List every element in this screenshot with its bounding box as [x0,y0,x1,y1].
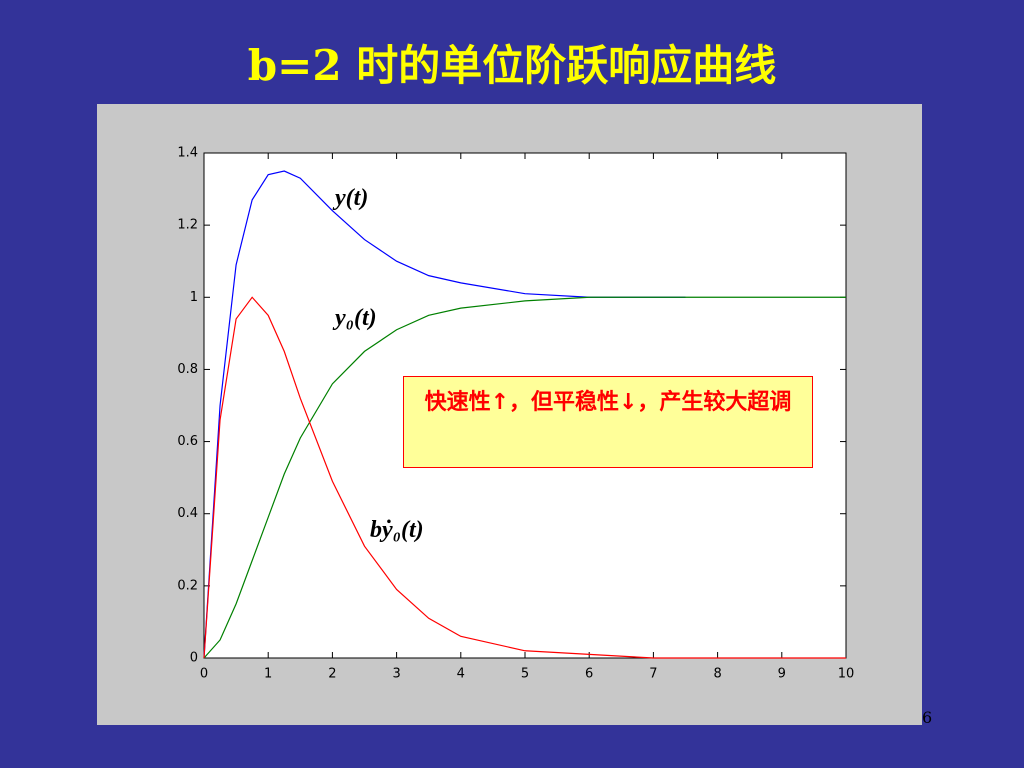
curve-label: y₀(t) [332,305,377,331]
x-tick-label: 5 [521,667,529,682]
x-tick-label: 6 [585,667,593,682]
x-tick-label: 10 [838,667,855,682]
curve-label: y(t) [332,185,368,211]
annotation-box: 快速性↑，但平稳性↓，产生较大超调 [403,376,813,468]
x-tick-label: 4 [457,667,465,682]
y-tick-label: 1 [190,290,198,305]
y-tick-label: 0.4 [177,506,198,521]
page-number: 6 [922,708,933,727]
slide-title: b=2 时的单位阶跃响应曲线 [247,41,777,90]
series-line [203,170,686,659]
y-tick-label: 1.4 [177,146,198,161]
y-tick-label: 0.8 [177,362,198,377]
series-line [203,296,846,659]
x-tick-label: 3 [392,667,400,682]
y-tick-label: 0.6 [177,434,198,449]
x-tick-label: 7 [649,667,657,682]
x-tick-label: 9 [778,667,786,682]
y-tick-label: 0 [190,651,198,666]
y-tick-label: 1.2 [177,218,198,233]
y-tick-label: 0.2 [177,578,198,593]
series-line [203,296,846,659]
curve-label: bẏ₀(t) [370,517,424,543]
x-tick-label: 8 [713,667,721,682]
x-tick-label: 1 [264,667,272,682]
x-tick-label: 0 [200,667,208,682]
x-tick-label: 2 [328,667,336,682]
